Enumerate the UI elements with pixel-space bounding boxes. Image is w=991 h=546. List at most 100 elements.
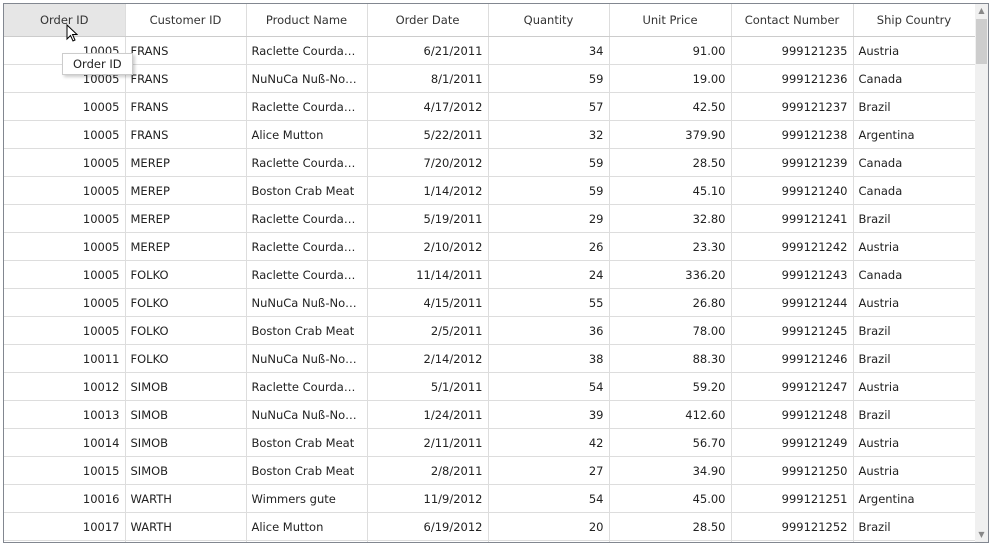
- cell-contact-number[interactable]: 999121244: [731, 288, 854, 317]
- cell-order-date[interactable]: 2/8/2011: [367, 456, 489, 485]
- cell-product-name[interactable]: Raclette Courdava...: [246, 204, 368, 233]
- scroll-up-icon[interactable]: ▲: [978, 6, 985, 15]
- cell-contact-number[interactable]: 999121243: [731, 260, 854, 289]
- cell-customer-id[interactable]: SIMOB: [125, 428, 247, 457]
- cell-order-date[interactable]: 6/21/2011: [367, 36, 489, 65]
- cell-customer-id[interactable]: WARTH: [125, 512, 247, 541]
- cell-contact-number[interactable]: 999121252: [731, 512, 854, 541]
- cell-contact-number[interactable]: 999121248: [731, 400, 854, 429]
- cell-order-id[interactable]: 10005: [4, 232, 126, 261]
- cell-customer-id[interactable]: MEREP: [125, 204, 247, 233]
- cell-unit-price[interactable]: 88.30: [609, 344, 732, 373]
- table-row[interactable]: 10005 FOLKO NuNuCa Nuß-Nou... 4/15/2011 55 26…: [4, 288, 976, 317]
- cell-unit-price[interactable]: 34.90: [609, 456, 732, 485]
- cell-order-date[interactable]: 1/14/2012: [367, 176, 489, 205]
- cell-quantity[interactable]: 42: [488, 428, 610, 457]
- cell-quantity[interactable]: 39: [488, 400, 610, 429]
- cell-ship-country[interactable]: Brazil: [853, 400, 976, 429]
- cell-ship-country[interactable]: Austria: [853, 456, 976, 485]
- cell-customer-id[interactable]: SIMOB: [125, 400, 247, 429]
- cell-customer-id[interactable]: FRANS: [125, 64, 247, 93]
- cell-ship-country[interactable]: Argentina: [853, 484, 976, 513]
- cell-order-date[interactable]: 11/14/2011: [367, 260, 489, 289]
- cell-product-name[interactable]: NuNuCa Nuß-Nou...: [246, 400, 368, 429]
- cell-order-date[interactable]: 5/22/2011: [367, 120, 489, 149]
- cell-order-date[interactable]: 11/9/2012: [367, 484, 489, 513]
- cell-order-id[interactable]: 10013: [4, 400, 126, 429]
- cell-order-id[interactable]: 10012: [4, 372, 126, 401]
- cell-ship-country[interactable]: Brazil: [853, 512, 976, 541]
- cell-quantity[interactable]: 59: [488, 148, 610, 177]
- cell-order-id[interactable]: 10015: [4, 456, 126, 485]
- cell-quantity[interactable]: 54: [488, 484, 610, 513]
- cell-quantity[interactable]: 29: [488, 204, 610, 233]
- cell-quantity[interactable]: 34: [488, 36, 610, 65]
- cell-order-id[interactable]: 10005: [4, 204, 126, 233]
- cell-quantity[interactable]: 57: [488, 92, 610, 121]
- cell-quantity[interactable]: 20: [488, 512, 610, 541]
- table-row[interactable]: 10014 SIMOB Boston Crab Meat 2/11/2011 42 56.…: [4, 428, 976, 457]
- cell-product-name[interactable]: Raclette Courdava...: [246, 372, 368, 401]
- cell-customer-id[interactable]: SIMOB: [125, 372, 247, 401]
- cell-customer-id[interactable]: [125, 540, 247, 542]
- cell-customer-id[interactable]: MEREP: [125, 176, 247, 205]
- cell-contact-number[interactable]: 999121245: [731, 316, 854, 345]
- cell-product-name[interactable]: NuNuCa Nuß-Nou...: [246, 64, 368, 93]
- cell-ship-country[interactable]: Austria: [853, 372, 976, 401]
- cell-product-name[interactable]: Boston Crab Meat: [246, 456, 368, 485]
- cell-ship-country[interactable]: Canada: [853, 176, 976, 205]
- table-row[interactable]: 10016 WARTH Wimmers gute 11/9/2012 54 45.00 99…: [4, 484, 976, 513]
- cell-ship-country[interactable]: Austria: [853, 36, 976, 65]
- cell-quantity[interactable]: 55: [488, 288, 610, 317]
- cell-customer-id[interactable]: FOLKO: [125, 344, 247, 373]
- cell-product-name[interactable]: NuNuCa Nuß-Nou...: [246, 288, 368, 317]
- cell-unit-price[interactable]: 19.00: [609, 64, 732, 93]
- cell-ship-country[interactable]: Austria: [853, 288, 976, 317]
- cell-ship-country[interactable]: Austria: [853, 232, 976, 261]
- cell-order-date[interactable]: 2/10/2012: [367, 232, 489, 261]
- cell-ship-country[interactable]: Brazil: [853, 316, 976, 345]
- cell-product-name[interactable]: Alice Mutton: [246, 512, 368, 541]
- cell-order-date[interactable]: 8/1/2011: [367, 64, 489, 93]
- table-row[interactable]: 10013 SIMOB NuNuCa Nuß-Nou... 1/24/2011 39 41…: [4, 400, 976, 429]
- cell-contact-number[interactable]: 999121237: [731, 92, 854, 121]
- table-row[interactable]: 10011 FOLKO NuNuCa Nuß-Nou... 2/14/2012 38 88…: [4, 344, 976, 373]
- cell-contact-number[interactable]: 999121240: [731, 176, 854, 205]
- cell-contact-number[interactable]: 999121247: [731, 372, 854, 401]
- column-header-product-name[interactable]: Product Name: [246, 4, 368, 37]
- table-row[interactable]: 10012 SIMOB Raclette Courdava... 5/1/2011 54…: [4, 372, 976, 401]
- cell-unit-price[interactable]: 56.70: [609, 428, 732, 457]
- column-header-unit-price[interactable]: Unit Price: [609, 4, 732, 37]
- cell-order-id[interactable]: 10005: [4, 92, 126, 121]
- cell-unit-price[interactable]: 42.50: [609, 92, 732, 121]
- cell-contact-number[interactable]: 999121251: [731, 484, 854, 513]
- cell-product-name[interactable]: NuNuCa Nuß-Nou...: [246, 344, 368, 373]
- cell-unit-price[interactable]: 23.30: [609, 232, 732, 261]
- cell-order-date[interactable]: 7/20/2012: [367, 148, 489, 177]
- cell-unit-price[interactable]: 28.50: [609, 148, 732, 177]
- cell-ship-country[interactable]: Canada: [853, 260, 976, 289]
- cell-customer-id[interactable]: FOLKO: [125, 288, 247, 317]
- cell-ship-country[interactable]: Canada: [853, 148, 976, 177]
- cell-contact-number[interactable]: 999121250: [731, 456, 854, 485]
- cell-ship-country[interactable]: Canada: [853, 64, 976, 93]
- cell-order-id[interactable]: 10014: [4, 428, 126, 457]
- table-row[interactable]: 10005 MEREP Raclette Courdava... 2/10/2012 2…: [4, 232, 976, 261]
- column-header-contact-number[interactable]: Contact Number: [731, 4, 854, 37]
- cell-order-id[interactable]: 10016: [4, 484, 126, 513]
- cell-product-name[interactable]: Boston Crab Meat: [246, 428, 368, 457]
- cell-order-date[interactable]: 6/19/2012: [367, 512, 489, 541]
- cell-unit-price[interactable]: 412.60: [609, 400, 732, 429]
- scrollbar-thumb[interactable]: [976, 19, 987, 64]
- cell-unit-price[interactable]: 336.20: [609, 260, 732, 289]
- cell-order-id[interactable]: 10017: [4, 512, 126, 541]
- cell-customer-id[interactable]: FOLKO: [125, 260, 247, 289]
- cell-quantity[interactable]: 59: [488, 64, 610, 93]
- table-row[interactable]: 10005 FRANS Alice Mutton 5/22/2011 32 379.90 9…: [4, 120, 976, 149]
- column-header-quantity[interactable]: Quantity: [488, 4, 610, 37]
- cell-customer-id[interactable]: MEREP: [125, 148, 247, 177]
- cell-unit-price[interactable]: 59.20: [609, 372, 732, 401]
- cell-product-name[interactable]: Raclette Courdava...: [246, 260, 368, 289]
- cell-unit-price[interactable]: 26.80: [609, 288, 732, 317]
- cell-ship-country[interactable]: Brazil: [853, 344, 976, 373]
